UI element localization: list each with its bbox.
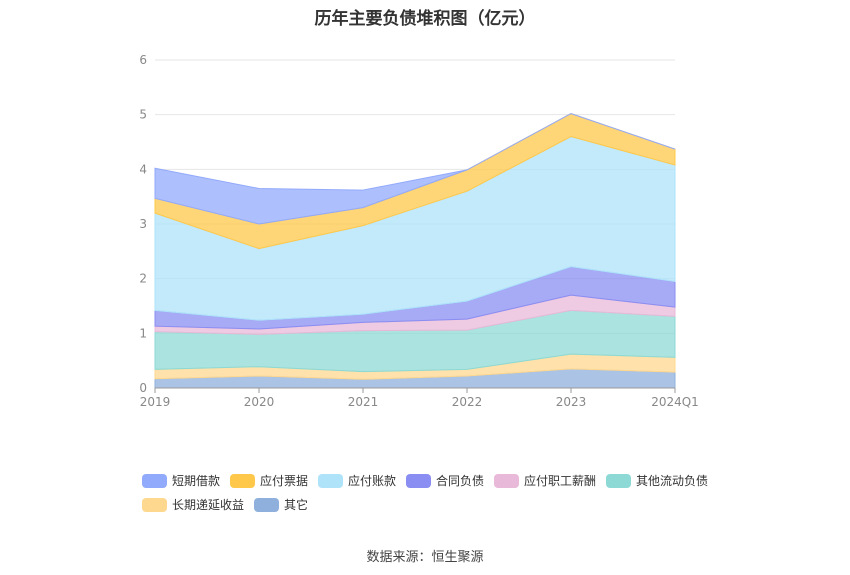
y-tick-label: 2 [139, 272, 147, 286]
legend-item[interactable]: 其他流动负债 [606, 472, 708, 489]
legend-label: 应付票据 [260, 474, 309, 488]
source-note: 数据来源：恒生聚源 [366, 550, 484, 565]
area-series [154, 113, 676, 389]
y-tick-label: 3 [139, 217, 147, 231]
y-tick-label: 1 [139, 326, 147, 340]
chart-title: 历年主要负债堆积图（亿元） [314, 9, 536, 29]
legend-item[interactable]: 短期借款 [142, 472, 220, 489]
x-tick-label: 2022 [452, 395, 483, 409]
legend-swatch [406, 473, 431, 488]
x-tick-label: 2024Q1 [651, 395, 699, 409]
legend-label: 应付职工薪酬 [524, 474, 597, 488]
legend-label: 合同负债 [436, 474, 485, 488]
legend-label: 短期借款 [172, 474, 221, 488]
legend-item[interactable]: 合同负债 [406, 472, 484, 489]
legend-swatch [142, 473, 167, 488]
x-tick-label: 2019 [140, 395, 171, 409]
legend-label: 其它 [284, 498, 309, 512]
y-tick-label: 6 [139, 53, 147, 67]
y-tick-label: 5 [139, 108, 147, 122]
legend-item[interactable]: 其它 [254, 496, 308, 513]
legend-swatch [318, 473, 343, 488]
y-tick-label: 0 [139, 381, 147, 395]
legend-swatch [230, 473, 255, 488]
axes: 0 1 2 3 4 5 6 2019 2020 2021 2022 2023 2024Q1 [139, 53, 698, 409]
legend-item[interactable]: 长期递延收益 [142, 496, 244, 513]
legend-swatch [606, 473, 631, 488]
legend-label: 长期递延收益 [172, 498, 245, 512]
x-tick-label: 2021 [348, 395, 379, 409]
x-tick-label: 2020 [244, 395, 275, 409]
legend-swatch [494, 473, 519, 488]
legend-item[interactable]: 应付职工薪酬 [494, 472, 596, 489]
legend-swatch [254, 497, 279, 512]
area-series-7[interactable] [154, 113, 676, 225]
x-tick-label: 2023 [556, 395, 587, 409]
y-tick-label: 4 [139, 162, 147, 176]
legend-item[interactable]: 应付票据 [230, 472, 308, 489]
legend-item[interactable]: 应付账款 [318, 472, 396, 489]
legend-swatch [142, 497, 167, 512]
legend-label: 其他流动负债 [636, 474, 709, 488]
legend-label: 应付账款 [348, 474, 397, 488]
